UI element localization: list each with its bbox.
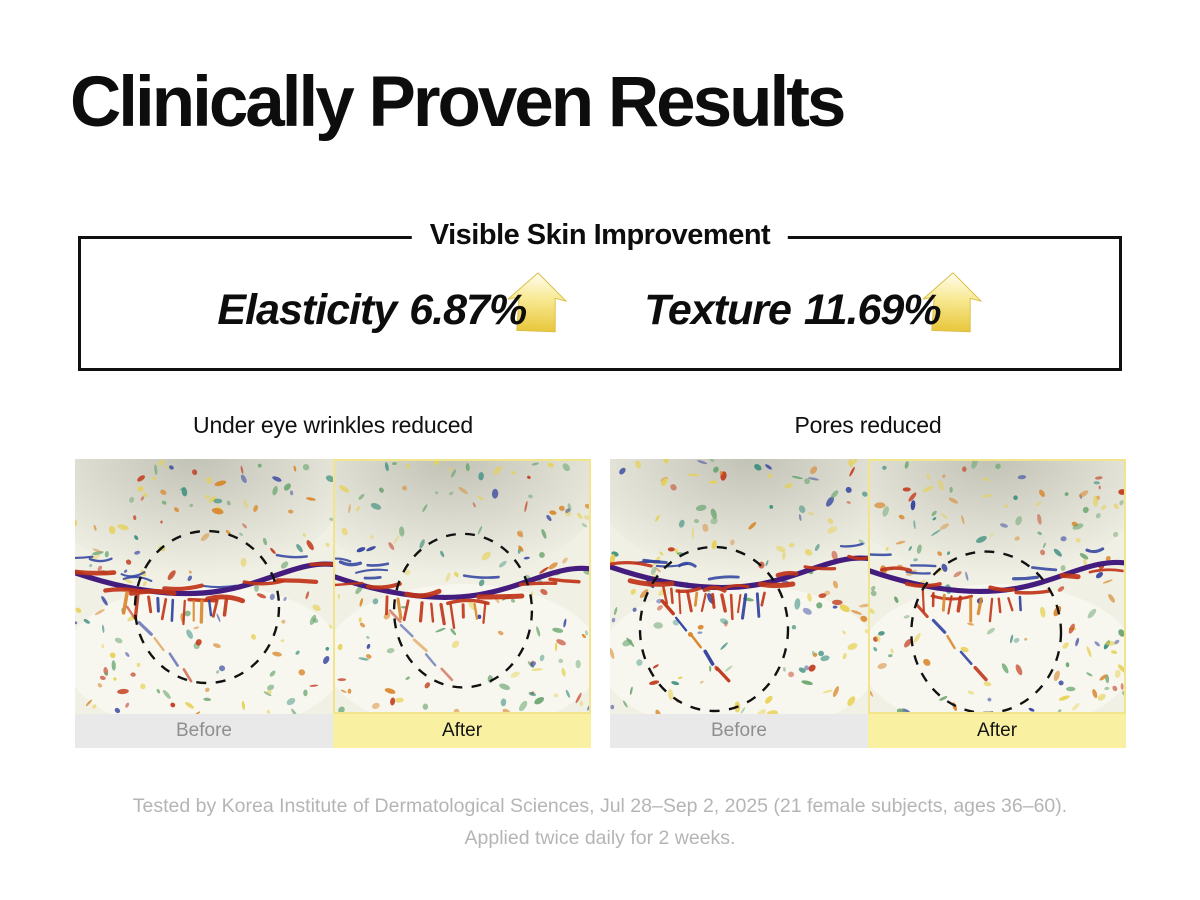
before-panel-pores: Before xyxy=(610,459,868,748)
dashed-highlight-circle xyxy=(133,529,281,685)
improvement-box: Visible Skin Improvement Elasticity 6.87… xyxy=(78,219,1122,371)
skin-analysis-image-after-pores xyxy=(868,459,1126,714)
gold-up-arrow-icon xyxy=(922,271,982,332)
before-label: Before xyxy=(610,714,868,748)
skin-texture-svg xyxy=(75,459,333,714)
skin-texture-svg xyxy=(610,459,868,714)
skin-analysis-image-before-wrinkles xyxy=(75,459,333,714)
metrics-row: Elasticity 6.87% Texture 11.69% xyxy=(81,239,1119,368)
metric-value: 11.69% xyxy=(803,286,942,334)
page-title: Clinically Proven Results xyxy=(70,63,846,142)
skin-analysis-image-before-pores xyxy=(610,459,868,714)
metric-label: Elasticity xyxy=(217,286,397,334)
gold-up-arrow-icon xyxy=(507,271,567,332)
footnote: Tested by Korea Institute of Dermatologi… xyxy=(0,790,1200,854)
dashed-highlight-circle xyxy=(910,550,1063,712)
after-panel-wrinkles: After xyxy=(333,459,591,748)
metric-value: 6.87% xyxy=(409,286,527,334)
skin-analysis-image-after-wrinkles xyxy=(333,459,591,714)
metric-label: Texture xyxy=(644,286,792,334)
after-panel-pores: After xyxy=(868,459,1126,748)
dashed-highlight-circle xyxy=(638,545,790,713)
before-label: Before xyxy=(75,714,333,748)
improvement-heading: Visible Skin Improvement xyxy=(411,219,789,252)
after-label: After xyxy=(868,714,1126,748)
comparison-caption-pores: Pores reduced xyxy=(794,412,942,438)
metric-elasticity: Elasticity 6.87% xyxy=(217,271,568,342)
before-panel-wrinkles: Before xyxy=(75,459,333,748)
footnote-line: Tested by Korea Institute of Dermatologi… xyxy=(132,795,1068,817)
skin-texture-svg xyxy=(335,461,589,712)
metric-texture: Texture 11.69% xyxy=(644,271,982,342)
after-label: After xyxy=(333,714,591,748)
skin-texture-svg xyxy=(870,461,1124,712)
comparison-caption-wrinkles: Under eye wrinkles reduced xyxy=(193,412,473,438)
footnote-line: Applied twice daily for 2 weeks. xyxy=(464,827,736,849)
